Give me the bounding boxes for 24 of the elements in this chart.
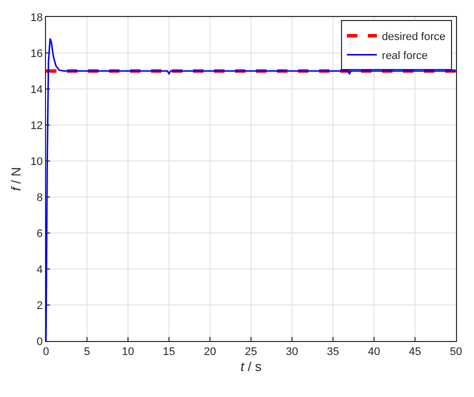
y-tick-label: 4 xyxy=(36,264,43,276)
legend-label: desired force xyxy=(382,31,446,44)
x-tick-label: 40 xyxy=(368,346,380,358)
x-tick-label: 5 xyxy=(84,346,90,358)
y-tick-label: 16 xyxy=(30,48,43,60)
legend-label: real force xyxy=(382,50,428,62)
y-tick-label: 8 xyxy=(36,192,43,204)
y-axis-title: f / N xyxy=(8,167,24,191)
x-tick-label: 30 xyxy=(286,346,298,358)
y-tick-label: 0 xyxy=(36,336,43,348)
x-tick-label: 45 xyxy=(408,346,422,358)
y-tick-label: 6 xyxy=(36,228,43,240)
y-tick-label: 10 xyxy=(30,156,43,168)
x-tick-label: 50 xyxy=(450,346,462,358)
x-tick-label: 15 xyxy=(162,346,176,358)
x-tick-label: 20 xyxy=(204,346,216,358)
y-tick-label: 18 xyxy=(30,12,43,24)
x-tick-label: 25 xyxy=(244,346,258,358)
x-tick-label: 10 xyxy=(122,346,134,358)
y-tick-label: 14 xyxy=(30,84,43,96)
y-tick-label: 12 xyxy=(30,120,43,132)
y-tick-label: 2 xyxy=(36,300,43,312)
x-axis-title: t / s xyxy=(240,358,262,374)
x-tick-label: 35 xyxy=(326,346,340,358)
